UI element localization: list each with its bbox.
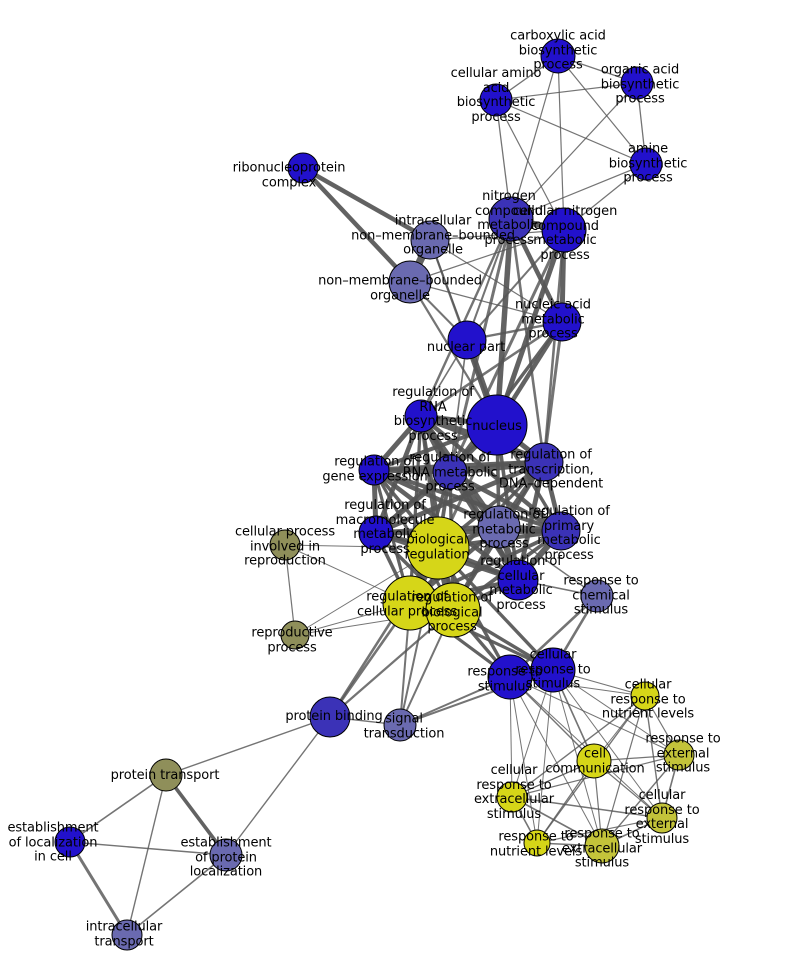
graph-node[interactable]: [287, 152, 319, 184]
graph-edge: [510, 82, 638, 220]
graph-node[interactable]: [487, 654, 533, 700]
graph-node[interactable]: [541, 511, 581, 551]
graph-edge: [126, 774, 167, 936]
graph-node[interactable]: [404, 399, 438, 433]
graph-edge: [601, 695, 646, 847]
graph-edge: [510, 163, 647, 220]
graph-node[interactable]: [466, 394, 528, 456]
graph-node[interactable]: [663, 739, 695, 771]
graph-edge: [165, 716, 331, 776]
graph-edge: [225, 716, 331, 856]
graph-edge: [164, 773, 228, 857]
graph-node[interactable]: [488, 196, 534, 242]
graph-edge: [509, 676, 603, 847]
graph-edge: [495, 99, 647, 165]
graph-node[interactable]: [541, 207, 587, 253]
graph-node[interactable]: [580, 579, 614, 613]
graph-node[interactable]: [358, 454, 390, 486]
graph-node[interactable]: [406, 516, 470, 580]
graph-node[interactable]: [646, 802, 678, 834]
graph-edge: [373, 468, 562, 533]
graph-node[interactable]: [630, 681, 660, 711]
graph-edge: [328, 547, 440, 718]
graph-node[interactable]: [530, 647, 576, 693]
graph-node[interactable]: [54, 826, 86, 858]
graph-edge: [510, 55, 559, 220]
graph-edge: [552, 669, 680, 756]
graph-edge: [301, 166, 432, 242]
graph-node[interactable]: [524, 442, 564, 482]
edge-layer: [68, 55, 680, 936]
graph-node[interactable]: [496, 781, 528, 813]
graph-node[interactable]: [410, 220, 450, 260]
graph-edge: [373, 467, 500, 530]
graph-edge: [511, 695, 646, 798]
graph-edge: [408, 415, 423, 604]
graph-node[interactable]: [629, 147, 663, 181]
graph-edge: [511, 796, 663, 819]
graph-edge: [557, 55, 565, 231]
node-layer[interactable]: [54, 38, 695, 951]
graph-edge: [536, 669, 554, 844]
graph-edge: [449, 339, 468, 473]
graph-node[interactable]: [576, 743, 612, 779]
graph-node[interactable]: [209, 838, 243, 872]
graph-edge: [494, 218, 514, 426]
graph-edge: [373, 415, 424, 534]
graph-node[interactable]: [523, 829, 551, 857]
graph-edge: [69, 841, 227, 856]
graph-edge: [409, 229, 565, 283]
graph-edge: [542, 321, 564, 463]
graph-node[interactable]: [149, 758, 183, 792]
graph-edge: [495, 82, 638, 101]
graph-edge: [69, 774, 167, 843]
graph-edge: [495, 99, 565, 231]
graph-edge: [466, 229, 565, 341]
graph-edge: [68, 841, 129, 936]
graph-node[interactable]: [584, 828, 620, 864]
graph-node[interactable]: [383, 708, 417, 742]
graph-node[interactable]: [479, 83, 513, 117]
graph-node[interactable]: [111, 919, 143, 951]
graph-node[interactable]: [358, 515, 394, 551]
graph-node[interactable]: [425, 582, 481, 638]
graph-node[interactable]: [269, 529, 301, 561]
graph-edge: [542, 229, 566, 463]
graph-node[interactable]: [432, 454, 468, 490]
graph-edge: [420, 320, 563, 418]
graph-node[interactable]: [497, 559, 539, 601]
graph-node[interactable]: [477, 505, 521, 549]
graph-node[interactable]: [447, 320, 487, 360]
graph-node[interactable]: [309, 696, 351, 738]
graph-edge: [557, 55, 647, 165]
graph-edge: [601, 754, 680, 847]
graph-node[interactable]: [542, 302, 582, 342]
graph-edge: [126, 854, 227, 936]
graph-node[interactable]: [280, 620, 310, 650]
graph-edge: [419, 414, 563, 533]
graph-node[interactable]: [620, 66, 654, 100]
graph-node[interactable]: [540, 38, 576, 74]
graph-edge: [301, 166, 412, 284]
graph-node[interactable]: [388, 260, 432, 304]
graph-edge: [419, 218, 513, 417]
